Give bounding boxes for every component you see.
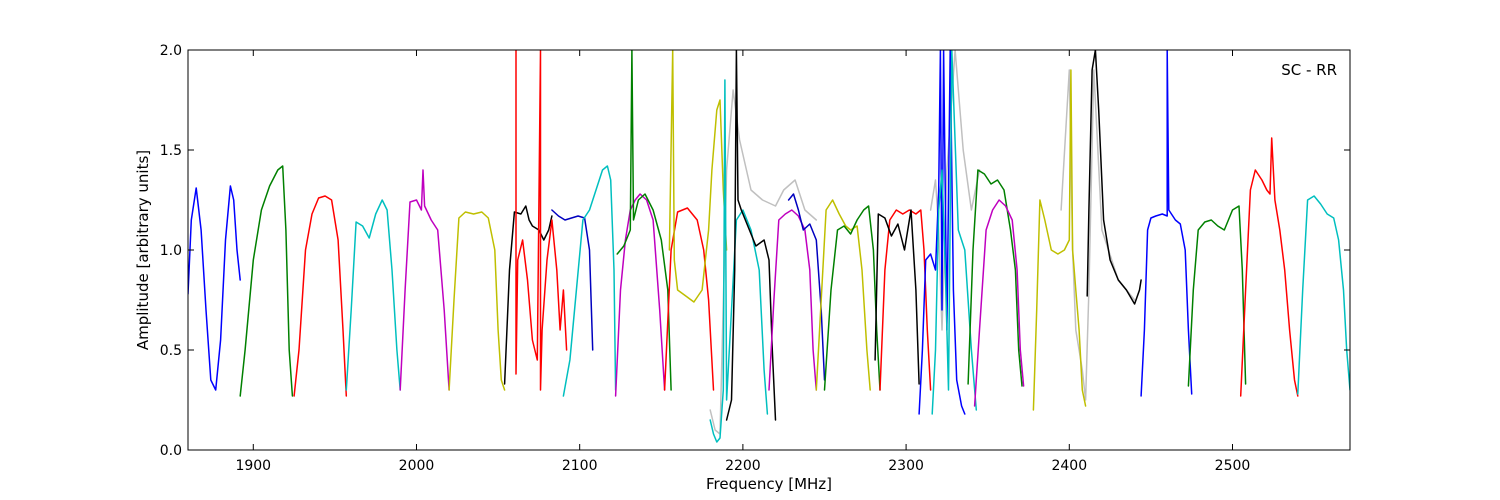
series-line-9 — [503, 205, 553, 385]
series-line-5 — [293, 195, 348, 397]
series-line-28 — [973, 199, 1025, 407]
series-line-11 — [551, 209, 594, 351]
x-tick-label: 1900 — [235, 458, 271, 474]
x-tick-label: 2400 — [1051, 458, 1087, 474]
series-line-1 — [929, 50, 981, 331]
series-line-3 — [188, 185, 241, 391]
tick-layer: 1900 2000 2100 2200 2300 2400 2500 0.0 0.5 1.0 1.5… — [160, 43, 1350, 474]
series-line-10 — [515, 50, 568, 391]
series-line-16 — [668, 50, 728, 303]
y-tick-label: 2.0 — [160, 43, 182, 59]
series-line-12 — [562, 165, 617, 397]
series-line-18 — [725, 50, 777, 421]
series-line-8 — [448, 211, 506, 391]
series-line-26 — [931, 50, 978, 415]
series-line-21 — [815, 199, 871, 391]
series-line-14 — [616, 50, 672, 391]
series-line-7 — [399, 169, 450, 391]
series-line-13 — [614, 193, 666, 397]
y-tick-label: 1.0 — [160, 243, 182, 259]
x-axis-label: Frequency [MHz] — [706, 475, 832, 493]
series-line-6 — [345, 199, 401, 391]
series-line-4 — [239, 165, 294, 397]
x-tick-label: 2000 — [399, 458, 435, 474]
series-line-15 — [663, 207, 715, 391]
series-line-34 — [1297, 195, 1350, 395]
y-axis-label: Amplitude [arbitrary units] — [134, 150, 152, 350]
series-line-24 — [874, 209, 920, 385]
series-line-27 — [967, 169, 1023, 387]
x-tick-label: 2200 — [725, 458, 761, 474]
series-line-19 — [768, 209, 818, 391]
series-line-23 — [879, 209, 932, 391]
series-line-32 — [1187, 205, 1247, 387]
series-line-29 — [1032, 69, 1087, 411]
y-tick-label: 1.5 — [160, 143, 182, 159]
series-line-31 — [1140, 50, 1193, 397]
series-line-17 — [709, 79, 769, 443]
series-line-33 — [1239, 137, 1299, 397]
series-line-25 — [918, 50, 966, 415]
y-tick-label: 0.0 — [160, 443, 182, 459]
x-tick-label: 2500 — [1215, 458, 1251, 474]
x-tick-label: 2300 — [888, 458, 924, 474]
y-tick-label: 0.5 — [160, 343, 182, 359]
series-line-30 — [1086, 50, 1142, 305]
chart-annotation: SC - RR — [1281, 61, 1337, 79]
x-tick-label: 2100 — [562, 458, 598, 474]
series-line-22 — [823, 205, 881, 391]
series-layer — [188, 50, 1350, 443]
series-line-20 — [787, 193, 826, 381]
